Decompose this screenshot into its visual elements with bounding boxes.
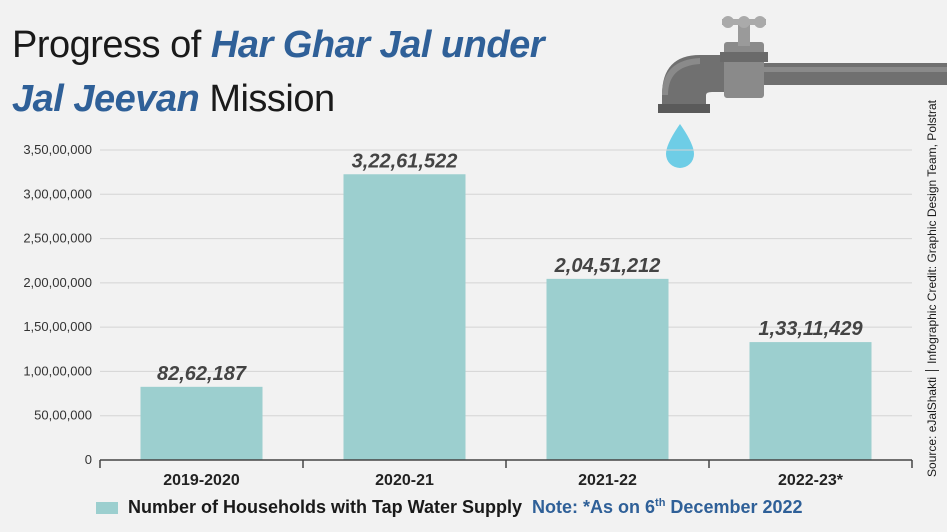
x-tick-label: 2021-22 [578, 472, 637, 489]
note-prefix: Note: *As on 6 [532, 497, 656, 517]
y-tick-label: 3,50,00,000 [23, 142, 92, 157]
chart-title: Progress of Har Ghar Jal under Jal Jeeva… [12, 18, 545, 126]
y-tick-label: 2,50,00,000 [23, 231, 92, 246]
y-tick-label: 2,00,00,000 [23, 275, 92, 290]
value-labels: 82,62,187 3,22,61,522 2,04,51,212 1,33,11,4… [157, 150, 863, 385]
grid-lines [100, 149, 912, 417]
value-label: 2,04,51,212 [554, 255, 661, 277]
x-tick-label: 2022-23* [778, 472, 844, 489]
bars [140, 174, 872, 460]
x-axis: 2019-2020 2020-21 2021-22 2022-23* [99, 459, 913, 489]
title-line-1: Progress of Har Ghar Jal under [12, 18, 545, 72]
y-tick-label: 1,50,00,000 [23, 319, 92, 334]
title-line-2: Jal Jeevan Mission [12, 72, 544, 126]
credits: Source: eJalShakti Infographic Credit: G… [921, 100, 945, 520]
value-label: 82,62,187 [157, 363, 247, 385]
y-tick-label: 1,00,00,000 [23, 363, 92, 378]
y-axis: 0 50,00,000 1,00,00,000 1,50,00,000 2,00,00,… [23, 142, 92, 467]
legend: Number of Households with Tap Water Supp… [96, 497, 803, 518]
title-text-2: Mission [199, 78, 335, 120]
y-tick-label: 0 [85, 452, 92, 467]
bar [546, 278, 669, 460]
credits-separator [925, 369, 939, 371]
x-tick-label: 2019-2020 [163, 472, 240, 489]
note-suffix: December 2022 [665, 497, 803, 517]
bar [749, 342, 872, 460]
title-highlight-1: Har Ghar Jal under [210, 24, 545, 66]
bar [140, 386, 263, 460]
legend-label: Number of Households with Tap Water Supp… [128, 497, 523, 517]
bar [343, 174, 466, 460]
note: Note: *As on 6th December 2022 [532, 497, 803, 518]
note-sup: th [655, 497, 666, 509]
water-tap-icon [658, 16, 947, 113]
title-highlight-2: Jal Jeevan [12, 78, 200, 120]
water-drop-icon [666, 124, 694, 168]
legend-swatch [96, 501, 118, 514]
source-text: Source: eJalShakti [925, 376, 939, 477]
credit-text: Infographic Credit: Graphic Design Team,… [925, 100, 939, 364]
x-tick-label: 2020-21 [375, 472, 434, 489]
value-label: 3,22,61,522 [352, 150, 458, 172]
y-tick-label: 3,00,00,000 [23, 186, 92, 201]
value-label: 1,33,11,429 [758, 318, 863, 340]
title-text-1: Progress of [12, 24, 211, 66]
y-tick-label: 50,00,000 [34, 408, 92, 423]
